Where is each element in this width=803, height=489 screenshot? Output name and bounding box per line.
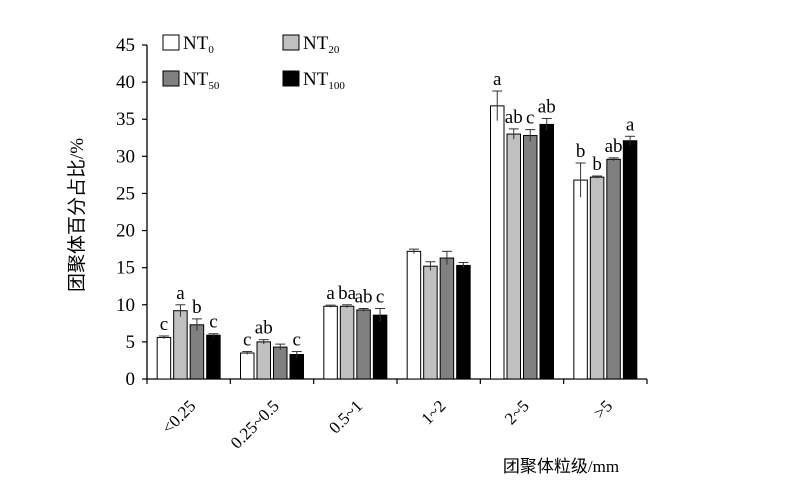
significance-letter: c xyxy=(160,314,168,335)
y-tick-label: 15 xyxy=(116,258,135,279)
legend-label-3: NT100 xyxy=(303,69,345,92)
x-tick-label: 0.5~1 xyxy=(325,396,366,437)
bar-3-1 xyxy=(423,265,438,380)
significance-letter: c xyxy=(243,330,251,351)
bar-5-0 xyxy=(573,179,588,380)
bar-0-0 xyxy=(156,336,172,380)
x-tick-label: 0.25~0.5 xyxy=(227,396,283,452)
bar-1-0 xyxy=(240,352,255,380)
bar-5-2 xyxy=(606,158,621,380)
significance-letter: b xyxy=(192,297,202,318)
significance-letter: ab xyxy=(505,107,523,128)
y-axis-title: 团聚体百分占比/% xyxy=(66,138,88,292)
significance-letter: a xyxy=(626,114,635,135)
bar-4-3 xyxy=(539,123,554,380)
legend-label-0: NT0 xyxy=(183,33,214,56)
significance-letter: c xyxy=(209,312,217,333)
x-tick-label: <0.25 xyxy=(158,396,199,437)
x-tick-label: 2~5 xyxy=(501,396,533,428)
bars-layer xyxy=(156,105,638,380)
significance-letter: ab xyxy=(538,96,556,117)
significance-letter: ba xyxy=(338,283,357,304)
y-tick-label: 20 xyxy=(116,221,135,242)
bar-4-0 xyxy=(490,105,505,380)
legend: NT0 NT20 NT50 NT100 xyxy=(162,33,345,92)
bar-0-2 xyxy=(189,324,205,380)
legend-swatch-0 xyxy=(162,34,180,51)
bar-5-3 xyxy=(622,140,638,380)
bar-4-2 xyxy=(523,135,538,380)
bar-0-3 xyxy=(206,334,221,380)
significance-letter: c xyxy=(293,330,301,351)
bar-2-1 xyxy=(339,305,355,380)
bar-3-0 xyxy=(406,250,422,380)
y-tick-label: 10 xyxy=(116,295,135,316)
x-tick-label: 1~2 xyxy=(418,396,450,428)
bar-0-1 xyxy=(173,310,188,380)
y-tick-label: 0 xyxy=(126,369,136,390)
significance-letter: ab xyxy=(355,286,373,307)
bar-3-2 xyxy=(439,257,455,380)
legend-label-2: NT50 xyxy=(183,69,220,92)
bar-5-1 xyxy=(589,176,605,380)
significance-letter: ab xyxy=(605,136,623,157)
significance-letter: a xyxy=(326,283,335,304)
significance-letter: b xyxy=(576,141,586,162)
bar-2-0 xyxy=(323,305,338,380)
y-tick-label: 5 xyxy=(126,332,136,353)
legend-swatch-1 xyxy=(282,34,300,51)
significance-letter: ab xyxy=(255,318,273,339)
bar-1-1 xyxy=(256,341,271,380)
y-tick-label: 25 xyxy=(116,183,135,204)
axes xyxy=(142,44,648,384)
y-tick-label: 45 xyxy=(116,35,135,56)
bar-2-3 xyxy=(372,314,388,380)
bar-4-1 xyxy=(506,133,521,380)
significance-letter: a xyxy=(176,283,185,304)
significance-letter: c xyxy=(526,108,534,129)
x-tick-label: >5 xyxy=(590,396,616,422)
y-tick-label: 35 xyxy=(116,109,135,130)
legend-swatch-2 xyxy=(162,70,180,87)
bar-1-2 xyxy=(273,346,288,380)
y-tick-label: 40 xyxy=(116,72,135,93)
legend-label-1: NT20 xyxy=(303,33,340,56)
significance-letter: c xyxy=(376,286,384,307)
legend-swatch-3 xyxy=(282,70,300,87)
bar-3-3 xyxy=(456,264,471,380)
error-bars-layer xyxy=(158,90,636,358)
y-tick-label: 30 xyxy=(116,146,135,167)
bar-1-3 xyxy=(289,354,304,380)
significance-letter: a xyxy=(493,69,502,90)
x-axis-title: 团聚体粒级/mm xyxy=(503,457,619,476)
significance-letter: b xyxy=(592,154,602,175)
bar-2-2 xyxy=(356,309,371,380)
